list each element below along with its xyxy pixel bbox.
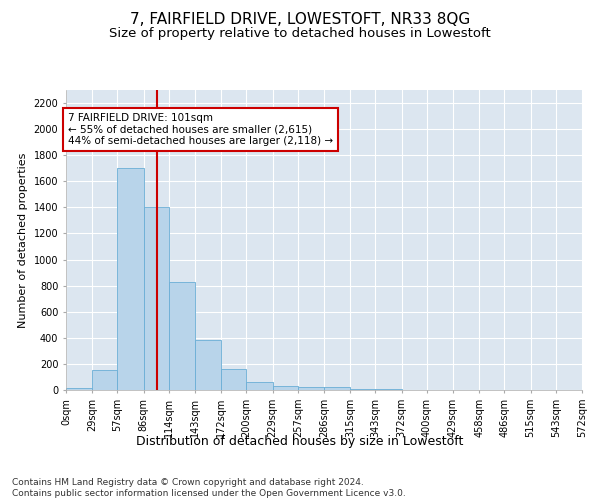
Bar (272, 386, 298, 390)
Bar (92, 370, 118, 390)
Text: Contains HM Land Registry data © Crown copyright and database right 2024.
Contai: Contains HM Land Registry data © Crown c… (12, 478, 406, 498)
Text: 7, FAIRFIELD DRIVE, LOWESTOFT, NR33 8QG: 7, FAIRFIELD DRIVE, LOWESTOFT, NR33 8QG (130, 12, 470, 28)
Bar (298, 386, 324, 390)
Bar (66, 388, 92, 390)
Bar (195, 340, 221, 390)
Bar (247, 382, 272, 390)
Bar (169, 282, 195, 390)
Y-axis label: Number of detached properties: Number of detached properties (18, 152, 28, 328)
Bar (118, 168, 143, 390)
Text: Size of property relative to detached houses in Lowestoft: Size of property relative to detached ho… (109, 28, 491, 40)
Bar (324, 386, 350, 390)
Text: 7 FAIRFIELD DRIVE: 101sqm
← 55% of detached houses are smaller (2,615)
44% of se: 7 FAIRFIELD DRIVE: 101sqm ← 55% of detac… (68, 113, 333, 146)
Text: Distribution of detached houses by size in Lowestoft: Distribution of detached houses by size … (136, 435, 464, 448)
Bar (221, 369, 247, 390)
Bar (350, 388, 376, 390)
Bar (143, 208, 169, 390)
